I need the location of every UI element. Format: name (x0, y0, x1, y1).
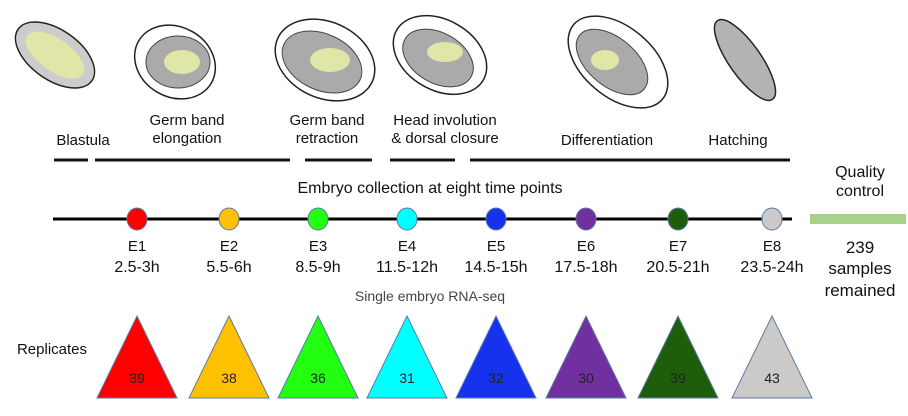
timepoint-dot (218, 207, 240, 231)
timepoint-id: E2 (219, 238, 239, 255)
timepoint-time: 11.5-12h (376, 259, 438, 276)
replicate-triangle (96, 314, 178, 399)
replicate-count: 43 (764, 370, 780, 386)
replicate-triangle (277, 314, 359, 399)
timepoint-time: 5.5-6h (206, 259, 252, 276)
timepoint-time: 17.5-18h (554, 259, 618, 276)
timepoint-id: E5 (486, 238, 506, 255)
embryo-germband-retraction-icon (274, 18, 376, 102)
stage-label-line: Blastula (56, 132, 110, 149)
timepoint-id: E8 (762, 238, 782, 255)
timepoint-id: E1 (127, 238, 147, 255)
timepoint-time: 23.5-24h (740, 259, 804, 276)
replicate-count: 39 (129, 370, 145, 386)
stage-label-line: Head involution (393, 112, 497, 129)
timepoint-id: E3 (308, 238, 328, 255)
timepoint-dot (761, 207, 783, 231)
timepoint-dot (126, 207, 148, 231)
replicate-triangle (545, 314, 627, 399)
stage-label-line: retraction (295, 130, 359, 147)
replicate-count: 39 (670, 370, 686, 386)
replicate-count: 31 (399, 370, 415, 386)
replicate-count: 32 (488, 370, 504, 386)
replicate-count: 38 (221, 370, 237, 386)
qc-result-line: samples (828, 259, 892, 279)
stage-label-line: elongation (152, 130, 222, 147)
method-label: Single embryo RNA-seq (354, 288, 506, 304)
embryo-head-involution-icon (392, 14, 488, 96)
stage-label-line: Germ band (289, 112, 365, 129)
quality-control-result: 239 samples remained (825, 237, 896, 301)
timepoint-dot (396, 207, 418, 231)
stage-label: Hatching (708, 132, 767, 150)
quality-control-title: Quality control (835, 163, 885, 201)
stage-label: Differentiation (561, 132, 653, 150)
qc-title-line: Quality (835, 164, 885, 181)
timepoint-id: E6 (576, 238, 596, 255)
timepoint-time: 14.5-15h (464, 259, 528, 276)
collection-title: Embryo collection at eight time points (297, 180, 563, 197)
replicate-triangle (731, 314, 813, 399)
stage-label: Germ band elongation (149, 112, 224, 148)
embryo-illustrations (14, 14, 777, 109)
embryo-differentiation-icon (567, 15, 669, 109)
replicate-count: 36 (310, 370, 326, 386)
timepoint-time: 2.5-3h (114, 259, 160, 276)
replicate-triangle (188, 314, 270, 399)
replicate-triangle (455, 314, 537, 399)
quality-control-bar (810, 214, 906, 224)
embryo-blastula-icon (14, 21, 96, 89)
qc-title-line: control (835, 183, 885, 201)
timepoint-dot (667, 207, 689, 231)
stage-label: Head involution & dorsal closure (391, 112, 499, 148)
stage-label-line: & dorsal closure (391, 130, 499, 147)
replicates-label: Replicates (16, 341, 88, 358)
timepoint-time: 8.5-9h (295, 259, 341, 276)
stage-label: Blastula (56, 132, 109, 150)
timepoint-id: E4 (397, 238, 417, 255)
qc-result-line: 239 (845, 238, 875, 257)
timepoint-dot (485, 207, 507, 231)
replicate-count: 30 (578, 370, 594, 386)
stage-label-line: Differentiation (560, 132, 654, 149)
qc-result-line: remained (824, 280, 896, 300)
embryo-germband-elongation-icon (133, 24, 217, 100)
stage-label: Germ band retraction (289, 112, 364, 148)
larva-hatching-icon (713, 18, 777, 102)
stage-label-line: Hatching (708, 132, 768, 149)
replicate-triangle (366, 314, 448, 399)
timepoint-dot (575, 207, 597, 231)
timepoint-id: E7 (668, 238, 688, 255)
stage-label-line: Germ band (149, 112, 225, 129)
timepoint-time: 20.5-21h (646, 259, 710, 276)
timepoint-marks (96, 207, 813, 399)
timepoint-dot (307, 207, 329, 231)
replicate-triangle (637, 314, 719, 399)
